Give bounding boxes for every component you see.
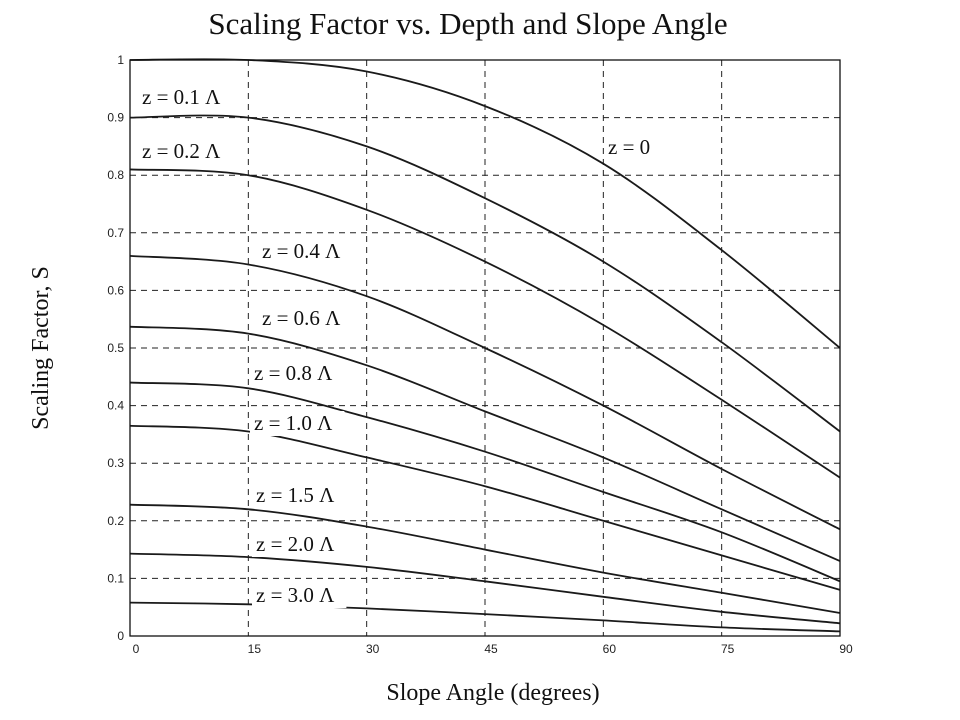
- series-line: [129, 552, 841, 625]
- curves: [129, 58, 841, 633]
- x-tick-label: 30: [366, 642, 380, 656]
- curve-label: z = 0: [608, 135, 650, 159]
- y-tick-label: 0: [117, 629, 124, 643]
- curve-label: z = 1.0 Λ: [254, 411, 333, 435]
- curve-label-background: [138, 139, 233, 164]
- curve-label-background: [250, 361, 345, 386]
- plot-frame: [129, 59, 841, 637]
- y-tick-label: 0.5: [107, 341, 124, 355]
- y-tick-label: 0.7: [107, 226, 124, 240]
- curve-label-background: [252, 532, 347, 557]
- curve-label: z = 0.4 Λ: [262, 239, 341, 263]
- series-line: [129, 114, 841, 433]
- y-tick-label: 1: [117, 53, 124, 67]
- series-line: [129, 424, 841, 591]
- series-line: [129, 503, 841, 614]
- curve-label: z = 0.8 Λ: [254, 361, 333, 385]
- curve-label: z = 2.0 Λ: [256, 532, 335, 556]
- curve-label-background: [138, 85, 233, 110]
- x-tick-label: 75: [721, 642, 735, 656]
- curve-label-background: [604, 135, 660, 160]
- x-axis-label: Slope Angle (degrees): [386, 680, 599, 706]
- curve-label: z = 0.6 Λ: [262, 306, 341, 330]
- x-tick-label: 0: [133, 642, 140, 656]
- curve-label-background: [252, 483, 347, 508]
- y-axis-label: Scaling Factor, S: [28, 266, 54, 430]
- series-line: [129, 325, 841, 562]
- curve-label: z = 0.1 Λ: [142, 85, 221, 109]
- y-tick-label: 0.1: [107, 571, 124, 585]
- y-tick-label: 0.8: [107, 168, 124, 182]
- x-tick-labels: 0 15 30 45 60 75 90: [133, 642, 853, 656]
- y-tick-label: 0.6: [107, 283, 124, 297]
- series-line: [129, 254, 841, 531]
- series-line: [129, 601, 841, 633]
- x-tick-label: 90: [839, 642, 853, 656]
- y-tick-label: 0.2: [107, 514, 124, 528]
- x-tick-label: 15: [248, 642, 262, 656]
- series-line: [129, 168, 841, 479]
- curve-label-background: [258, 239, 353, 264]
- series-line: [129, 381, 841, 583]
- y-tick-label: 0.3: [107, 456, 124, 470]
- x-tick-label: 60: [603, 642, 617, 656]
- curve-label: z = 3.0 Λ: [256, 583, 335, 607]
- curve-labels: z = 0 z = 0.1 Λ z = 0.2 Λ z = 0.4 Λ z = 0.6 …: [138, 85, 660, 608]
- y-tick-label: 0.4: [107, 399, 124, 413]
- curve-label: z = 1.5 Λ: [256, 483, 335, 507]
- x-tick-label: 45: [484, 642, 498, 656]
- curve-label-background: [252, 583, 347, 608]
- y-tick-labels: 0 0.1 0.2 0.3 0.4 0.5 0.6 0.7 0.8 0.9 1: [107, 53, 124, 643]
- curve-label-background: [258, 306, 353, 331]
- y-tick-label: 0.9: [107, 111, 124, 125]
- chart-title: Scaling Factor vs. Depth and Slope Angle: [208, 6, 727, 41]
- curve-label: z = 0.2 Λ: [142, 139, 221, 163]
- curve-label-background: [250, 411, 345, 436]
